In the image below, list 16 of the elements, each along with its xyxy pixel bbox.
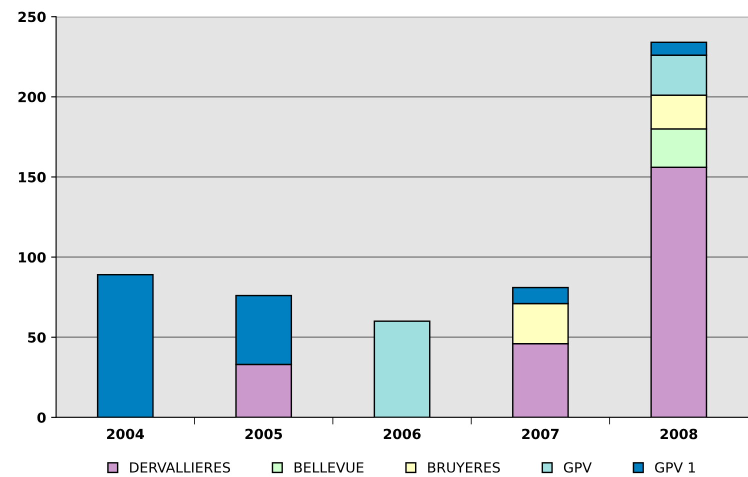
legend-label: GPV <box>564 462 592 473</box>
x-tick-label: 2004 <box>107 428 144 440</box>
x-tick-label: 2006 <box>384 428 421 440</box>
y-tick-label: 250 <box>18 12 46 22</box>
x-tick-label: 2008 <box>660 428 698 440</box>
y-tick-label: 150 <box>18 172 46 182</box>
y-tick-label: 100 <box>18 252 46 263</box>
legend-label: DERVALLIERES <box>130 462 230 473</box>
y-tick-label: 50 <box>28 332 46 343</box>
y-tick-label: 200 <box>18 92 46 102</box>
x-tick-label: 2005 <box>245 428 282 440</box>
legend-label: BELLEVUE <box>294 462 364 473</box>
legend-label: GPV 1 <box>655 462 695 473</box>
x-tick-label: 2007 <box>522 428 559 440</box>
legend-label: BRUYERES <box>428 462 500 473</box>
y-tick-label: 0 <box>37 412 46 423</box>
